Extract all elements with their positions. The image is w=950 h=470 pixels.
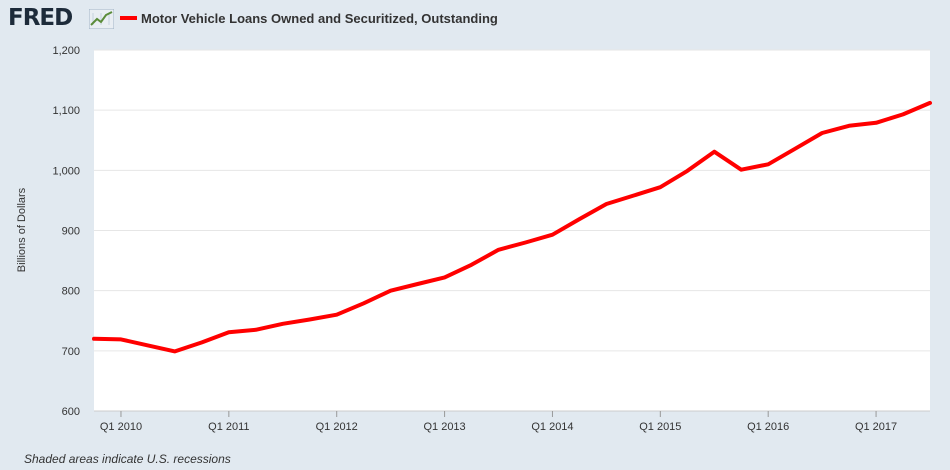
x-tick-label: Q1 2010	[100, 421, 142, 433]
data-point[interactable]	[604, 202, 608, 206]
x-tick-label: Q1 2016	[747, 421, 789, 433]
y-tick-label: 1,100	[52, 105, 80, 117]
line-chart-icon	[89, 9, 114, 29]
y-tick-label: 800	[62, 286, 80, 298]
data-point[interactable]	[119, 337, 123, 341]
data-point[interactable]	[173, 349, 177, 353]
recession-footnote: Shaded areas indicate U.S. recessions	[24, 452, 231, 466]
x-tick-label: Q1 2011	[208, 421, 249, 433]
x-tick-label: Q1 2014	[531, 421, 573, 433]
chart-header: FRED Motor Vehicle Loans Owned and Secur…	[0, 0, 950, 40]
data-point[interactable]	[712, 150, 716, 154]
data-point[interactable]	[685, 169, 689, 173]
data-point[interactable]	[416, 282, 420, 286]
data-point[interactable]	[631, 194, 635, 198]
data-point[interactable]	[523, 241, 527, 245]
fred-logo[interactable]: FRED	[8, 5, 73, 31]
x-tick-label: Q1 2012	[316, 421, 358, 433]
x-tick-label: Q1 2013	[423, 421, 465, 433]
data-point[interactable]	[443, 275, 447, 279]
data-point[interactable]	[200, 340, 204, 344]
data-point[interactable]	[470, 263, 474, 267]
data-point[interactable]	[550, 233, 554, 237]
data-point[interactable]	[739, 168, 743, 172]
y-axis-title: Billions of Dollars	[16, 187, 28, 272]
x-tick-label: Q1 2015	[639, 421, 681, 433]
data-point[interactable]	[254, 328, 258, 332]
x-axis: Q1 2010 Q1 2011 Q1 2012 Q1 2013 Q1 2014 Q1 20…	[94, 410, 930, 433]
data-point[interactable]	[901, 112, 905, 116]
data-point[interactable]	[308, 318, 312, 322]
y-tick-label: 700	[62, 346, 80, 358]
data-point[interactable]	[227, 330, 231, 334]
legend-label[interactable]: Motor Vehicle Loans Owned and Securitize…	[141, 11, 498, 26]
data-point[interactable]	[146, 343, 150, 347]
y-tick-label: 600	[62, 406, 80, 418]
y-tick-label: 1,000	[52, 165, 80, 177]
data-point[interactable]	[497, 248, 501, 252]
data-point[interactable]	[281, 322, 285, 326]
data-point[interactable]	[928, 101, 932, 105]
data-point[interactable]	[820, 131, 824, 135]
data-point[interactable]	[389, 289, 393, 293]
data-point[interactable]	[874, 121, 878, 125]
data-point[interactable]	[335, 313, 339, 317]
data-point[interactable]	[793, 147, 797, 151]
data-point[interactable]	[847, 124, 851, 128]
data-point[interactable]	[658, 185, 662, 189]
data-point[interactable]	[766, 162, 770, 166]
y-axis: 600 700 800 900 1,000 1,100 1,200	[52, 45, 80, 418]
y-tick-label: 1,200	[52, 45, 80, 57]
data-point[interactable]	[362, 301, 366, 305]
gridlines	[94, 49, 930, 352]
data-point[interactable]	[577, 217, 581, 221]
y-tick-label: 900	[62, 226, 80, 238]
data-point[interactable]	[92, 337, 96, 341]
legend-swatch	[120, 16, 137, 20]
x-tick-label: Q1 2017	[855, 421, 897, 433]
series-line-motor-vehicle-loans[interactable]	[92, 100, 932, 354]
series-layer	[92, 100, 932, 354]
